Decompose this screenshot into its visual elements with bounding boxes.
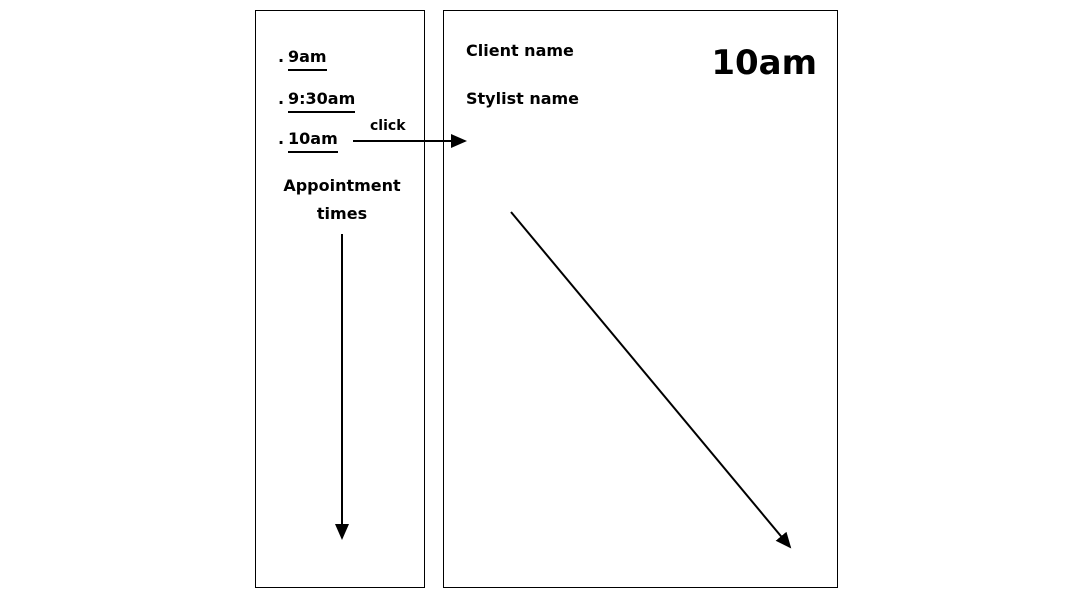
bullet-dot: . [278,129,285,148]
appointment-time-label: 10am [288,129,338,153]
appointment-times-caption-text: Appointment times [283,176,401,223]
bullet-dot: . [278,47,285,66]
appointment-time-item[interactable]: . 9:30am [278,89,356,113]
appointment-time-item[interactable]: . 10am [278,129,338,153]
appointment-detail-panel: Client name Stylist name 10am [443,10,838,588]
appointment-time-label: 9:30am [288,89,356,113]
selected-time-heading: 10am [711,43,817,83]
click-annotation-label: click [370,118,406,134]
appointment-time-item[interactable]: . 9am [278,47,327,71]
appointment-times-panel: . 9am . 9:30am . 10am Appointment times [255,10,425,588]
appointment-times-caption: Appointment times [256,172,428,228]
appointment-time-label: 9am [288,47,327,71]
bullet-dot: . [278,89,285,108]
stylist-name-label: Stylist name [466,89,580,108]
client-name-label: Client name [466,41,574,60]
